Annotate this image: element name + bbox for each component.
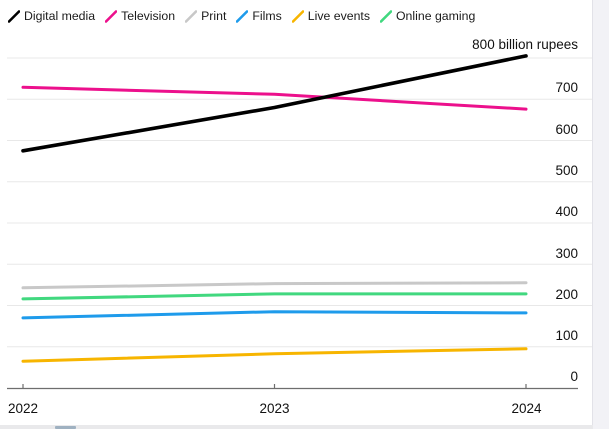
y-axis-label: 200 (555, 287, 578, 302)
line-swatch-icon (105, 10, 118, 23)
legend-item-label: Digital media (24, 9, 96, 23)
page-right-margin-strip (592, 0, 609, 429)
partial-element-below (55, 426, 76, 429)
line-swatch-icon (291, 10, 304, 23)
line-swatch-icon (8, 10, 20, 23)
y-axis-unit-label: 800 billion rupees (472, 37, 578, 52)
x-axis-label-2024: 2024 (511, 401, 542, 416)
legend-item-label: Films (252, 9, 282, 23)
series-line-films (21, 310, 528, 320)
legend-item-films: Films (236, 9, 282, 24)
series-line-print (21, 281, 528, 290)
y-axis-label: 700 (555, 80, 578, 95)
legend-item-label: Online gaming (395, 9, 476, 23)
series-line-live-events (21, 347, 528, 363)
y-axis-label: 400 (555, 204, 578, 219)
series-line-television (21, 85, 528, 111)
y-axis-label: 0 (570, 369, 578, 384)
legend-item-label: Print (201, 9, 227, 23)
line-swatch-icon (236, 10, 249, 23)
series-line-online-gaming (21, 292, 528, 301)
y-axis-label: 100 (555, 328, 578, 343)
line-swatch-icon (185, 10, 198, 23)
legend-item-label: Television (121, 9, 176, 23)
x-axis-label-2023: 2023 (259, 401, 290, 416)
x-axis-label-2022: 2022 (8, 401, 39, 416)
chart-legend: Digital media Television Print Films Liv… (8, 9, 475, 24)
legend-item-print: Print (185, 9, 226, 24)
page-bottom-edge-strip (0, 425, 593, 429)
y-axis-label: 300 (555, 245, 578, 261)
legend-item-digital-media: Digital media (8, 9, 95, 24)
line-swatch-icon (379, 10, 392, 23)
y-axis-label: 600 (555, 121, 578, 137)
legend-item-online-gaming: Online gaming (379, 9, 476, 24)
legend-item-label: Live events (307, 9, 370, 23)
legend-item-television: Television (105, 9, 175, 24)
series-line-digital-media (21, 54, 528, 153)
legend-item-live-events: Live events (291, 9, 370, 24)
y-axis-label: 500 (555, 163, 578, 178)
